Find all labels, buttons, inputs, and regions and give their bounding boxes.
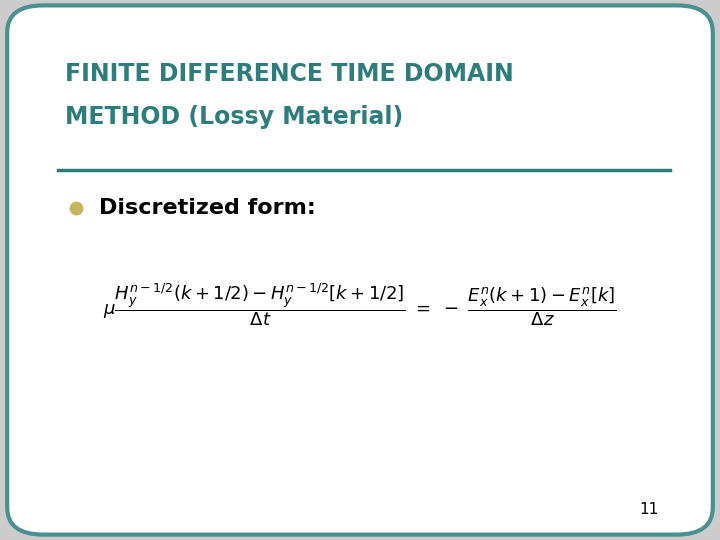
Text: 11: 11 [639,502,659,517]
Text: METHOD (Lossy Material): METHOD (Lossy Material) [65,105,403,129]
Text: FINITE DIFFERENCE TIME DOMAIN: FINITE DIFFERENCE TIME DOMAIN [65,62,513,86]
Text: Discretized form:: Discretized form: [99,198,316,218]
Text: $\mu \dfrac{H_y^{n-1/2}(k+1/2) - H_y^{n-1/2}[k+1/2]}{\Delta t}\ =\ -\ \dfrac{E_x: $\mu \dfrac{H_y^{n-1/2}(k+1/2) - H_y^{n-… [103,282,617,328]
